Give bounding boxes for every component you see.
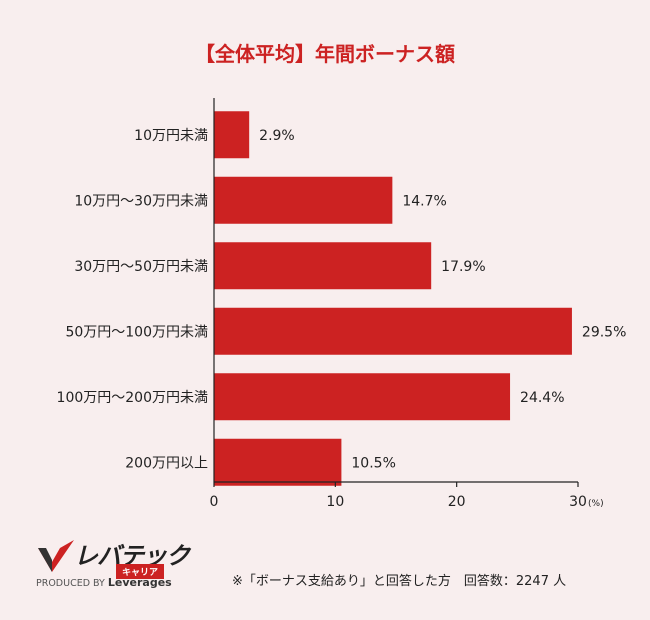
logo-credit-brand: Leverages (107, 576, 172, 589)
x-tick-label: 10 (326, 494, 344, 510)
bar (214, 242, 432, 290)
category-label: 10万円〜30万円未満 (74, 193, 208, 209)
footnote: ※「ボーナス支給あり」と回答した方 回答数：2247 人 (232, 574, 567, 589)
bar (214, 438, 342, 486)
category-label: 30万円〜50万円未満 (74, 259, 208, 275)
data-label: 29.5% (582, 324, 626, 340)
x-tick-label: 0 (210, 494, 219, 510)
x-unit-label: (%) (588, 499, 604, 509)
x-tick-label: 20 (448, 494, 466, 510)
bar (214, 176, 393, 224)
bar (214, 307, 572, 355)
bar (214, 373, 511, 421)
data-label: 14.7% (402, 193, 446, 209)
bar (214, 111, 250, 159)
logo-credit-prefix: PRODUCED BY (36, 578, 105, 589)
data-label: 24.4% (520, 390, 564, 406)
data-label: 2.9% (259, 128, 295, 144)
chart-title: 【全体平均】年間ボーナス額 (195, 42, 455, 66)
company-logo: レバテック キャリア PRODUCED BY Leverages (36, 536, 196, 596)
category-label: 200万円以上 (125, 455, 208, 471)
category-label: 10万円未満 (134, 128, 208, 144)
x-tick-label: 30 (569, 494, 587, 510)
logo-credit: PRODUCED BY Leverages (36, 576, 172, 589)
category-label: 50万円〜100万円未満 (65, 324, 208, 340)
data-label: 17.9% (441, 259, 485, 275)
category-label: 100万円〜200万円未満 (57, 390, 208, 406)
data-label: 10.5% (351, 455, 395, 471)
logo-mark-icon (38, 540, 74, 572)
logo-sub: キャリア (116, 564, 165, 579)
bar-chart: 10万円未満 2.9% 10万円〜30万円未満 14.7% 30万円〜50万円未満 17.… (57, 98, 626, 510)
